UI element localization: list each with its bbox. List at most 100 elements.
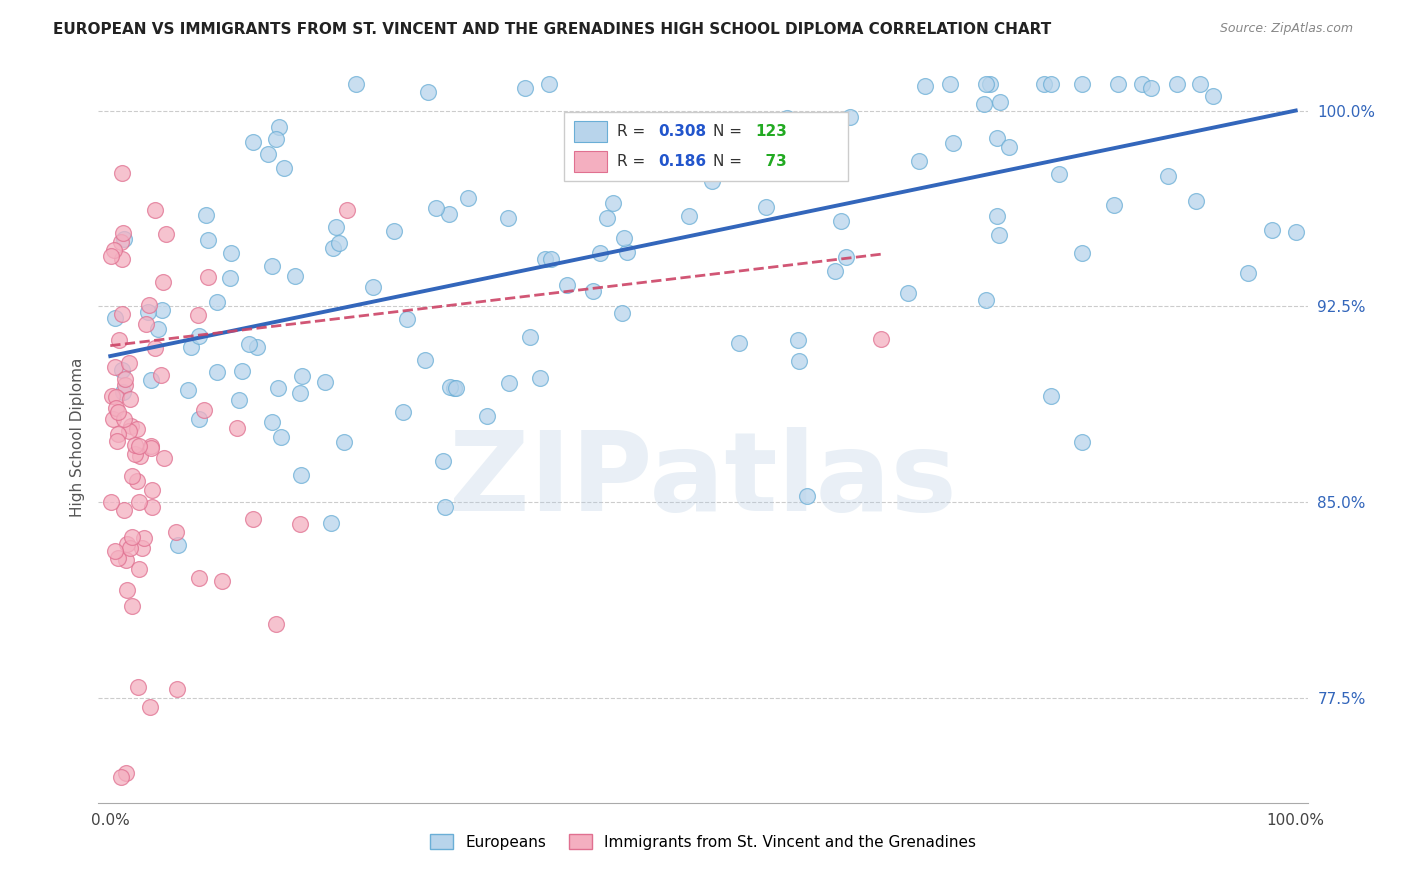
Point [125,474,148,488]
Point [839,110,862,124]
Point [115,553,138,567]
Point [136,305,159,319]
Point [105,390,128,404]
Point [134,531,156,545]
Point [976,78,998,92]
Point [242,512,264,526]
Point [187,571,209,585]
Text: N =: N = [713,153,747,169]
Point [260,259,283,273]
Point [344,78,367,92]
Point [226,421,249,435]
Point [195,208,218,222]
Point [382,224,405,238]
Point [177,384,200,398]
Point [141,373,163,387]
Point [702,174,724,188]
Point [112,232,135,246]
Point [976,293,998,307]
Point [143,203,166,218]
Point [291,369,314,384]
Point [111,227,134,241]
Point [515,80,537,95]
Point [131,541,153,556]
Point [413,352,436,367]
Point [149,368,172,382]
Point [125,422,148,436]
Point [529,371,551,385]
Point [824,264,846,278]
Point [100,389,122,403]
Point [288,516,311,531]
Point [986,209,1008,223]
Point [1166,78,1188,92]
Point [121,419,143,434]
Point [165,524,187,539]
Point [582,154,605,169]
Point [780,151,803,165]
Point [269,120,291,134]
Point [153,451,176,466]
Point [187,308,209,322]
Point [1189,78,1212,92]
Text: N =: N = [713,124,747,139]
Point [219,245,242,260]
Point [118,356,141,370]
Point [1047,167,1070,181]
Point [616,245,638,260]
Point [104,310,127,325]
Point [1040,389,1063,403]
Point [150,302,173,317]
Point [114,378,136,392]
Text: R =: R = [617,153,650,169]
Point [589,246,612,260]
Text: 123: 123 [755,124,787,139]
Point [242,135,264,149]
Point [124,447,146,461]
Point [986,130,1008,145]
Point [115,582,138,597]
Point [457,191,479,205]
Point [830,213,852,227]
Point [139,700,162,714]
Point [111,252,134,266]
Point [111,363,134,377]
Point [396,312,419,326]
Point [602,196,624,211]
Point [110,770,132,784]
Point [108,333,131,347]
Point [290,468,312,483]
Point [166,682,188,697]
Y-axis label: High School Diploma: High School Diploma [69,358,84,516]
Point [111,166,134,180]
Point [260,415,283,429]
Point [437,207,460,221]
Point [939,78,962,92]
Point [914,79,936,94]
Point [246,341,269,355]
Point [118,392,141,406]
Point [128,495,150,509]
Point [288,386,311,401]
Point [1157,169,1180,183]
Point [270,430,292,444]
Point [787,333,810,347]
Point [273,161,295,175]
Point [325,219,347,234]
Point [555,278,578,293]
Point [787,353,810,368]
Point [104,401,127,416]
Point [610,306,633,320]
Point [141,500,163,515]
Point [434,500,457,514]
Point [973,97,995,112]
Point [496,211,519,226]
Point [336,202,359,217]
Point [211,574,233,588]
Point [256,146,278,161]
Point [678,209,700,223]
Point [328,236,350,251]
Point [776,111,799,125]
Point [979,78,1001,92]
Point [188,329,211,343]
